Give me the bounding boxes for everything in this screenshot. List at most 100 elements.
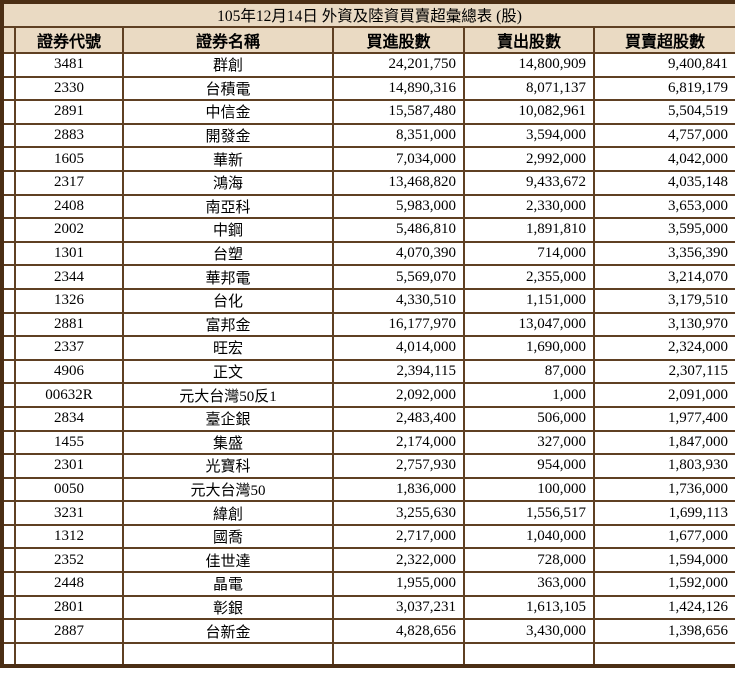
code-cell: 2887: [14, 618, 124, 644]
name-cell: 中信金: [122, 99, 334, 125]
sell-cell: 100,000: [463, 476, 595, 503]
buy-cell: 16,177,970: [332, 311, 465, 338]
spacer-cell: [1, 75, 16, 102]
net-cell: 9,400,841: [592, 52, 735, 78]
code-cell: 1301: [14, 240, 124, 267]
buy-cell: 24,201,750: [332, 52, 465, 78]
net-cell: 4,035,148: [592, 169, 735, 196]
sell-cell: 14,800,909: [463, 52, 595, 78]
table-row: 2887 台新金 4,828,656 3,430,000 1,398,656: [1, 618, 735, 644]
spacer-cell: [1, 476, 16, 503]
spacer-cell: [1, 52, 16, 78]
sell-cell: 1,891,810: [463, 217, 595, 243]
table-row: 2301 光寶科 2,757,930 954,000 1,803,930: [1, 453, 735, 479]
name-cell: 華邦電: [122, 264, 334, 290]
sell-cell: 728,000: [463, 547, 595, 574]
sell-cell: 13,047,000: [463, 311, 595, 338]
sell-cell: 954,000: [463, 453, 595, 479]
spacer-cell: [1, 641, 16, 668]
sell-cell: 506,000: [463, 405, 595, 432]
buy-cell: 2,322,000: [332, 547, 465, 574]
spacer-cell: [1, 311, 16, 338]
buy-cell: 1,955,000: [332, 571, 465, 597]
table-row: 3231 緯創 3,255,630 1,556,517 1,699,113: [1, 500, 735, 526]
buy-cell: 1,836,000: [332, 476, 465, 503]
sell-cell: 1,690,000: [463, 335, 595, 361]
buy-cell: 2,757,930: [332, 453, 465, 479]
net-cell: 1,847,000: [592, 429, 735, 456]
code-cell: 2408: [14, 193, 124, 220]
spacer-cell: [1, 547, 16, 574]
table-row: 0050 元大台灣50 1,836,000 100,000 1,736,000: [1, 476, 735, 503]
spacer-cell: [1, 358, 16, 385]
spacer-header-cell: [1, 26, 16, 54]
spacer-cell: [1, 453, 16, 479]
buy-cell: 2,717,000: [332, 523, 465, 550]
table-row: 1326 台化 4,330,510 1,151,000 3,179,510: [1, 287, 735, 314]
table-row: 2344 華邦電 5,569,070 2,355,000 3,214,070: [1, 264, 735, 290]
sell-cell: 2,330,000: [463, 193, 595, 220]
sell-cell: 3,430,000: [463, 618, 595, 644]
net-cell: 1,677,000: [592, 523, 735, 550]
buy-cell: 5,486,810: [332, 217, 465, 243]
table-row: 2352 佳世達 2,322,000 728,000 1,594,000: [1, 547, 735, 574]
code-cell: 1326: [14, 287, 124, 314]
table-body: 3481 群創 24,201,750 14,800,909 9,400,841 2330 台…: [1, 52, 735, 668]
name-cell: 緯創: [122, 500, 334, 526]
buy-cell: 2,174,000: [332, 429, 465, 456]
code-cell: 2330: [14, 75, 124, 102]
name-cell: 國喬: [122, 523, 334, 550]
spacer-cell: [1, 382, 16, 408]
code-cell: 2801: [14, 594, 124, 621]
table-row: 2883 開發金 8,351,000 3,594,000 4,757,000: [1, 122, 735, 149]
sell-cell: 3,594,000: [463, 122, 595, 149]
name-cell: 台積電: [122, 75, 334, 102]
table-row: 2891 中信金 15,587,480 10,082,961 5,504,519: [1, 99, 735, 125]
buy-cell: 2,394,115: [332, 358, 465, 385]
sell-cell: 1,151,000: [463, 287, 595, 314]
table-row: 2317 鴻海 13,468,820 9,433,672 4,035,148: [1, 169, 735, 196]
code-cell: 2883: [14, 122, 124, 149]
code-cell: 2448: [14, 571, 124, 597]
code-cell: 0050: [14, 476, 124, 503]
table-row: 2448 晶電 1,955,000 363,000 1,592,000: [1, 571, 735, 597]
spacer-cell: [1, 405, 16, 432]
sell-cell: 8,071,137: [463, 75, 595, 102]
title-row: 105年12月14日 外資及陸資買賣超彙總表 (股): [0, 1, 735, 28]
net-cell: 5,504,519: [592, 99, 735, 125]
table-row: 2002 中鋼 5,486,810 1,891,810 3,595,000: [1, 217, 735, 243]
name-cell: 元大台灣50反1: [122, 382, 334, 408]
sell-cell: 363,000: [463, 571, 595, 597]
net-cell: 3,214,070: [592, 264, 735, 290]
spacer-cell: [1, 500, 16, 526]
net-cell: 1,977,400: [592, 405, 735, 432]
spacer-cell: [1, 618, 16, 644]
name-cell: 台塑: [122, 240, 334, 267]
table-row: 00632R 元大台灣50反1 2,092,000 1,000 2,091,000: [1, 382, 735, 408]
name-cell: 集盛: [122, 429, 334, 456]
name-cell: 鴻海: [122, 169, 334, 196]
code-cell: 3231: [14, 500, 124, 526]
sell-cell: 2,992,000: [463, 146, 595, 172]
spacer-cell: [1, 523, 16, 550]
table-row: 3481 群創 24,201,750 14,800,909 9,400,841: [1, 52, 735, 78]
spacer-cell: [1, 287, 16, 314]
net-cell: 1,592,000: [592, 571, 735, 597]
net-cell: 2,324,000: [592, 335, 735, 361]
spacer-cell: [1, 146, 16, 172]
name-cell: 台化: [122, 287, 334, 314]
net-cell: 4,042,000: [592, 146, 735, 172]
net-cell: [592, 641, 735, 668]
table-row: 2408 南亞科 5,983,000 2,330,000 3,653,000: [1, 193, 735, 220]
name-cell: 彰銀: [122, 594, 334, 621]
spacer-cell: [1, 264, 16, 290]
sell-cell: 327,000: [463, 429, 595, 456]
table-title: 105年12月14日 外資及陸資買賣超彙總表 (股): [0, 1, 735, 28]
buy-cell: 3,037,231: [332, 594, 465, 621]
name-cell: 晶電: [122, 571, 334, 597]
name-cell: 富邦金: [122, 311, 334, 338]
name-cell: 旺宏: [122, 335, 334, 361]
stock-summary-table: 105年12月14日 外資及陸資買賣超彙總表 (股) 證券代號 證券名稱 買進股…: [0, 0, 735, 669]
col-header-buy: 買進股數: [332, 26, 465, 54]
buy-cell: 3,255,630: [332, 500, 465, 526]
